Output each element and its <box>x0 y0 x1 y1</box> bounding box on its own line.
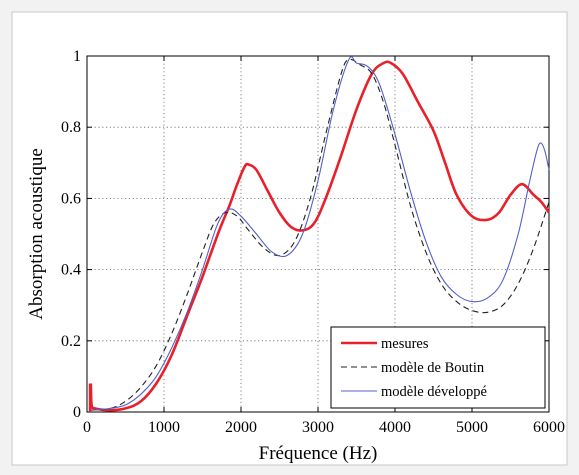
series-line-3 <box>90 56 550 411</box>
y-tick-label: 0.2 <box>61 333 81 350</box>
legend-label: modèle de Boutin <box>381 360 485 376</box>
x-axis-title: Fréquence (Hz) <box>259 443 378 464</box>
x-tick-label: 5000 <box>456 419 488 436</box>
x-tick-label: 4000 <box>379 419 411 436</box>
x-tick-label: 2000 <box>225 419 257 436</box>
legend-label: mesures <box>381 336 429 352</box>
x-tick-label: 1000 <box>148 419 180 436</box>
series-line-1 <box>89 60 551 412</box>
y-tick-label: 0 <box>73 404 81 421</box>
x-tick-label: 6000 <box>533 419 565 436</box>
y-axis-title: Absorption acoustique <box>26 148 47 320</box>
legend-label: modèle développé <box>381 384 487 400</box>
x-axis-ticks: 0 1000 2000 3000 4000 5000 6000 <box>83 56 565 436</box>
y-tick-label: 0.4 <box>61 262 81 279</box>
series-layer <box>88 56 551 412</box>
y-tick-label: 0.6 <box>61 190 81 207</box>
y-axis-ticks: 0 0.2 0.4 0.6 0.8 1 <box>61 48 549 421</box>
x-tick-label: 0 <box>83 419 91 436</box>
series-line-2 <box>90 58 550 411</box>
y-tick-label: 0.8 <box>61 119 81 136</box>
y-tick-label: 1 <box>73 48 81 65</box>
x-tick-label: 3000 <box>302 419 334 436</box>
legend: mesures modèle de Boutin modèle développé <box>330 326 546 409</box>
